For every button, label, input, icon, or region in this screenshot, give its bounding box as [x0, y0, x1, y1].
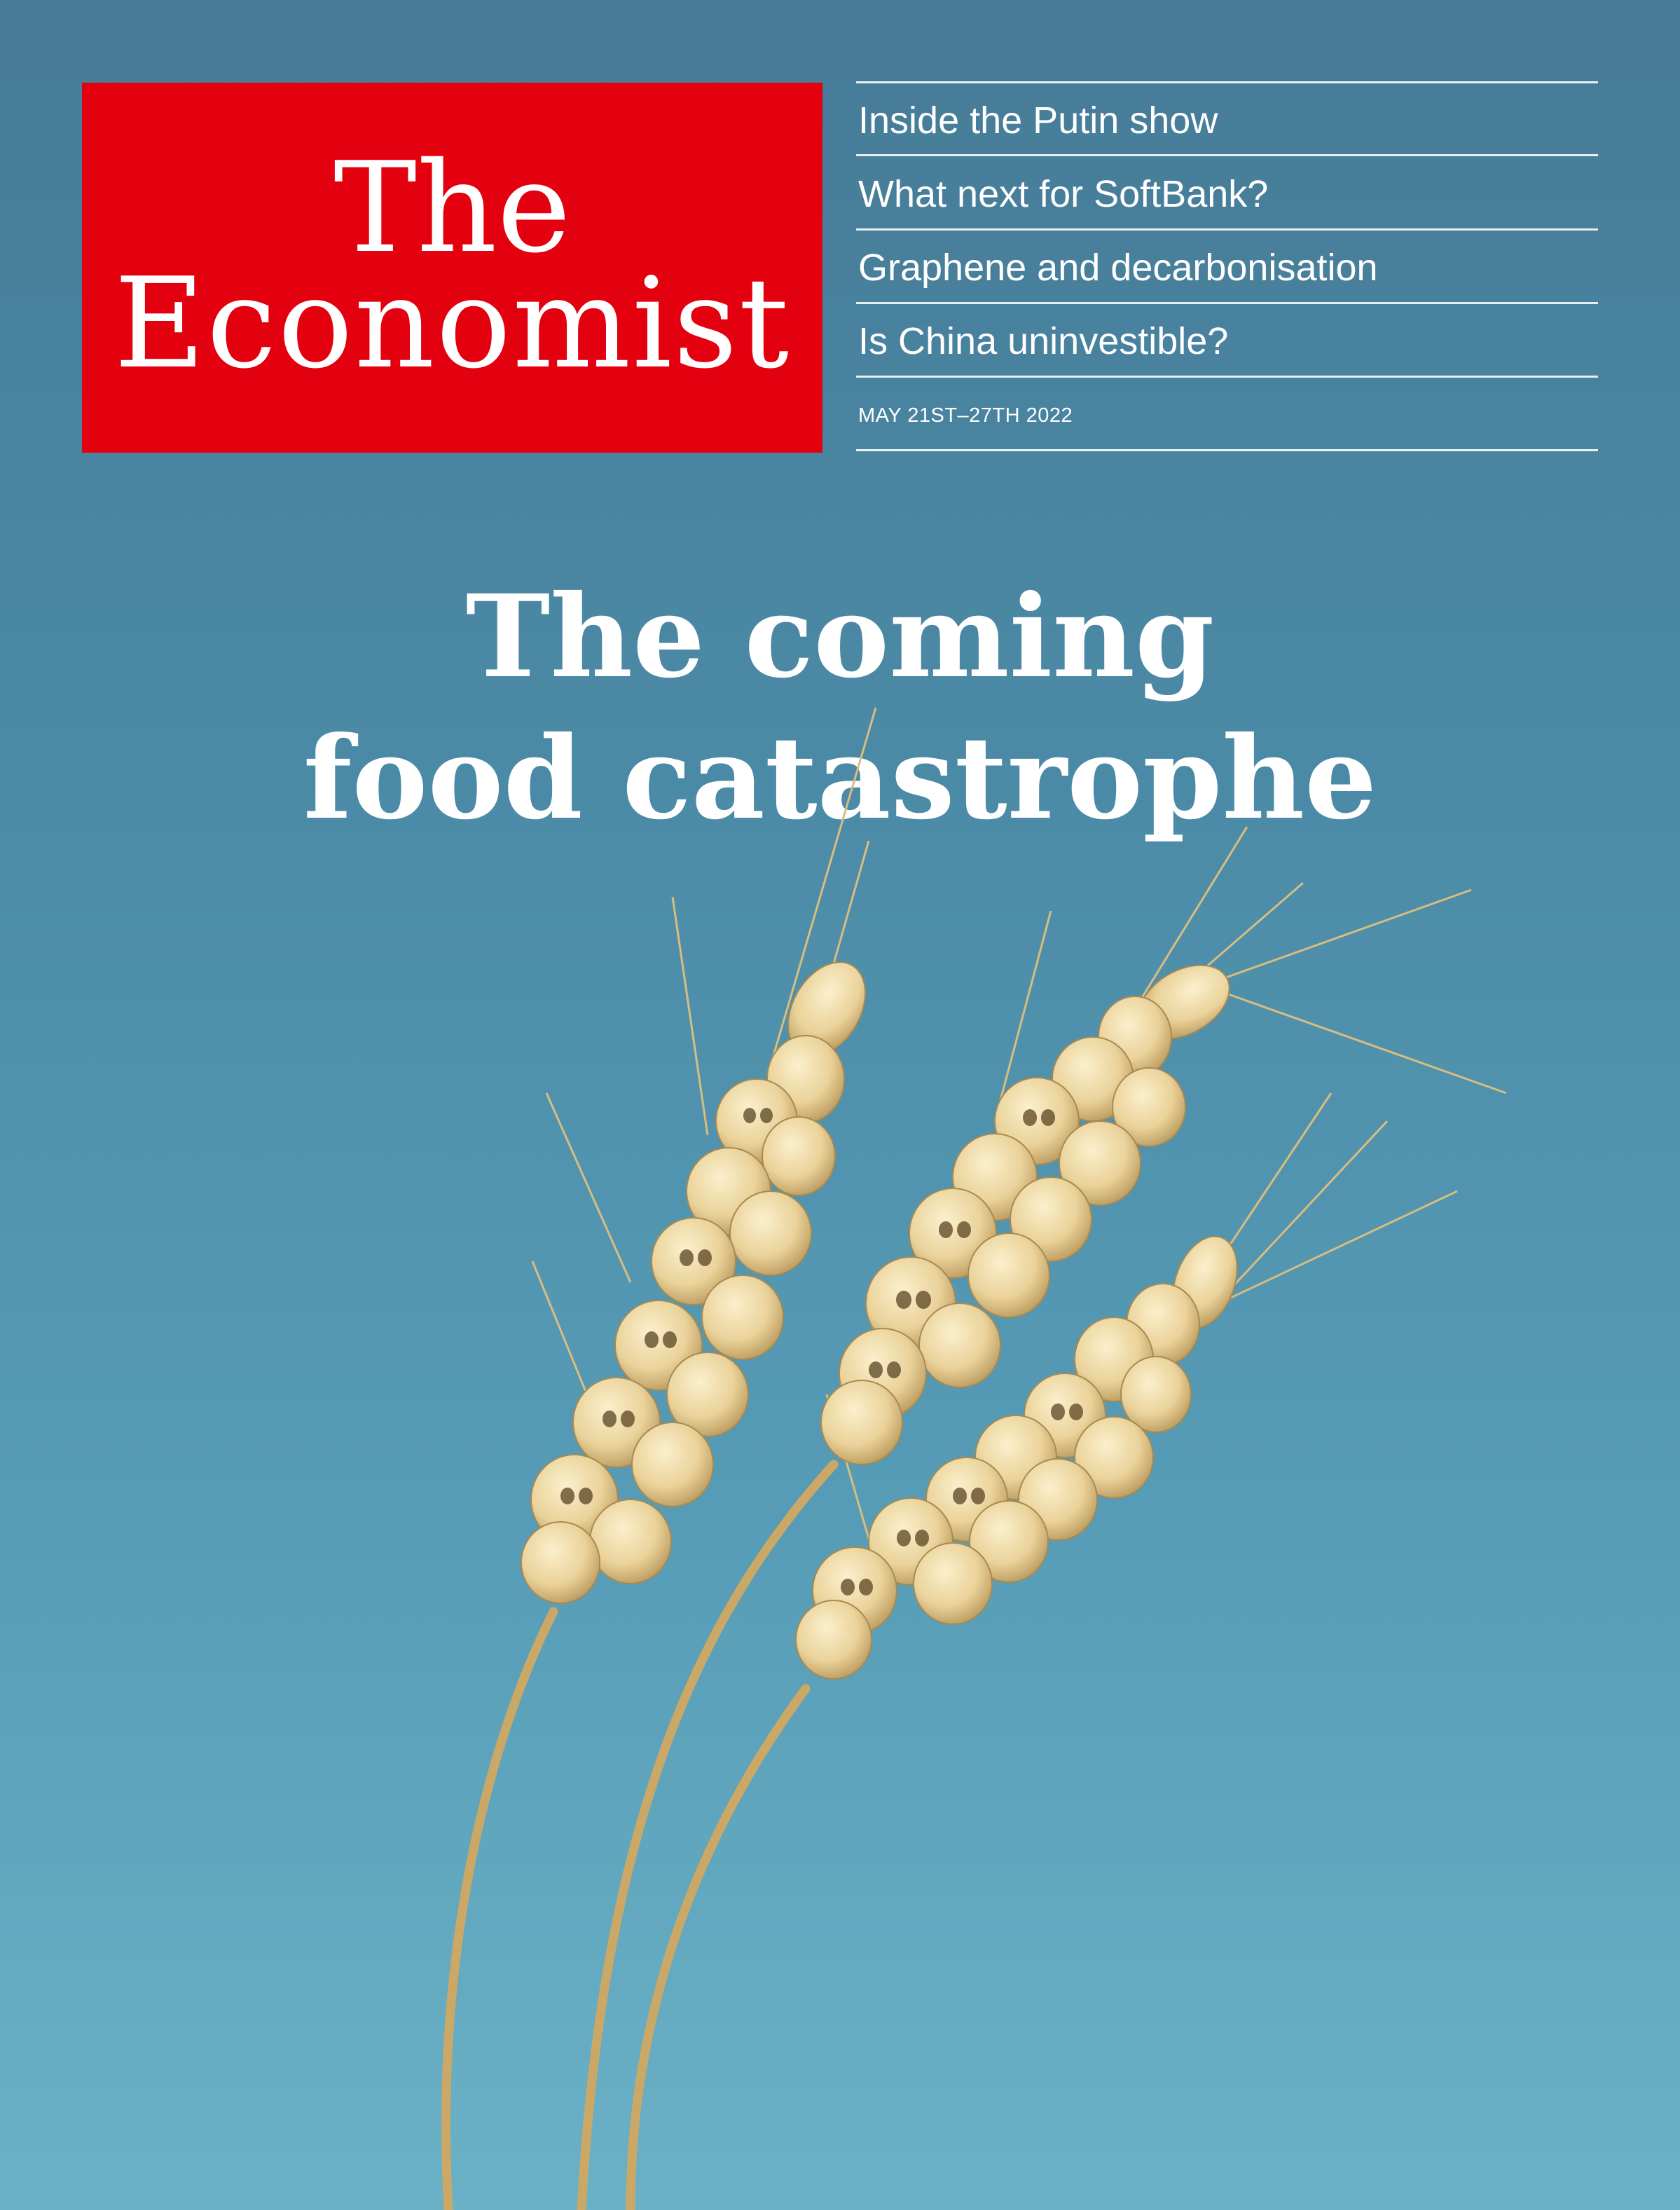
divider — [856, 81, 1598, 83]
wheat-ear-left — [521, 961, 866, 1604]
skull-eye-sockets — [560, 1108, 1083, 1595]
divider — [856, 228, 1598, 231]
wheat-ear-middle — [820, 964, 1230, 1465]
issue-date: MAY 21ST–27TH 2022 — [858, 404, 1073, 427]
logo-line-2: Economist — [113, 251, 791, 396]
divider — [856, 449, 1598, 451]
divider — [856, 302, 1598, 304]
logo-line-1: The — [333, 135, 571, 280]
divider — [856, 376, 1598, 378]
teaser-putin[interactable]: Inside the Putin show — [858, 99, 1218, 142]
teaser-graphene[interactable]: Graphene and decarbonisation — [858, 247, 1378, 289]
teaser-china[interactable]: Is China uninvestible? — [858, 320, 1229, 362]
wheat-awns — [531, 707, 1507, 1563]
wheat-stems — [441, 1460, 839, 2210]
cover-headline-line-1[interactable]: The coming — [465, 570, 1215, 704]
wheat-ear-right — [795, 1235, 1238, 1680]
divider — [856, 154, 1598, 156]
teaser-softbank[interactable]: What next for SoftBank? — [858, 173, 1269, 215]
economist-logo[interactable]: The Economist — [82, 83, 822, 453]
cover-headline-line-2[interactable]: food catastrophe — [303, 712, 1377, 845]
